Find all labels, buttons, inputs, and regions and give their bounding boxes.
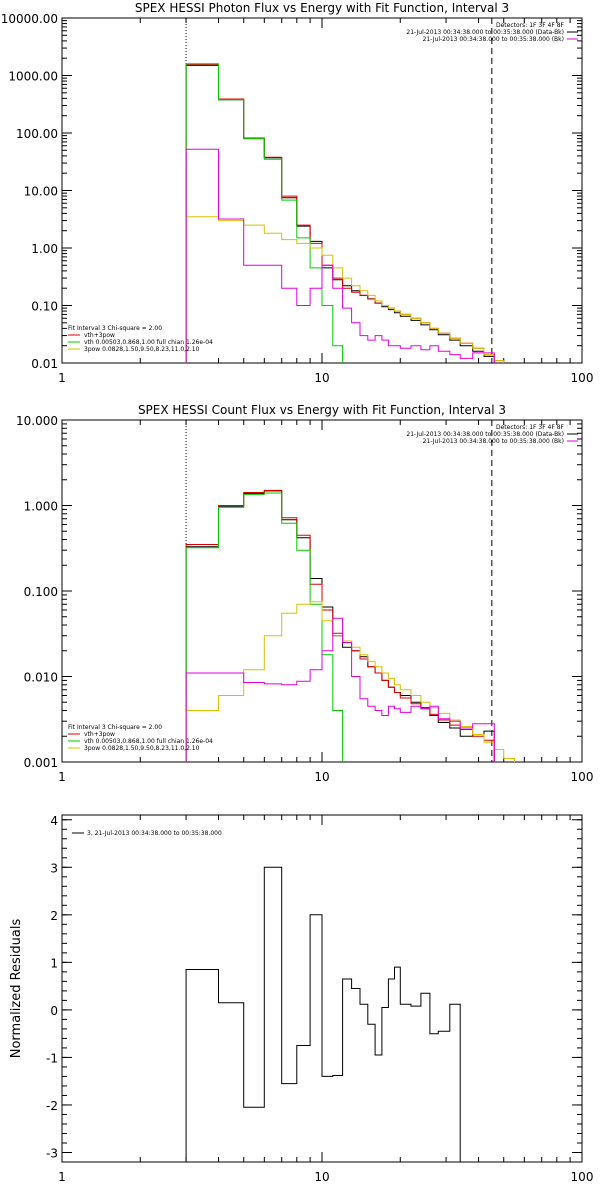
x-tick-label: 100: [571, 371, 594, 385]
series-line-bk: [185, 617, 495, 762]
legend-top-entry: 21-Jul-2013 00:34:38.000 to 00:35:38.000…: [406, 29, 564, 36]
legend-bottom-entry: vth 0.00503,0.868,1.00 full chian 1.26e-…: [84, 738, 213, 745]
series-group: [185, 866, 461, 1162]
legend-bottom-entry: vth+3pow: [84, 731, 115, 738]
legend-top-entry: 21-Jul-2013 00:34:38.000 to 00:35:38.000…: [423, 438, 564, 445]
x-tick-label: 1: [58, 770, 66, 784]
legend-top-entry: 21-Jul-2013 00:34:38.000 to 00:35:38.000…: [406, 431, 564, 438]
y-tick-label: 1000.00: [8, 70, 58, 84]
y-tick-label: 3: [50, 861, 58, 875]
legend-top-entry: Detectors: 1F 3F 4F 8F: [496, 424, 565, 431]
y-tick-label: 0.10: [31, 300, 58, 314]
series-line-vth: [185, 63, 344, 363]
chart-title: SPEX HESSI Photon Flux vs Energy with Fi…: [135, 1, 509, 15]
series-line-3-21-jul-2013-00-34-38-000-to-00-35-38-000: [185, 866, 461, 1162]
chart-title: SPEX HESSI Count Flux vs Energy with Fit…: [138, 403, 506, 417]
legend-top-entry: 21-Jul-2013 00:34:38.000 to 00:35:38.000…: [423, 36, 564, 43]
series-group: [185, 489, 515, 762]
legend-fit-info: Fit Interval 3 Chi-square = 2.00: [68, 325, 162, 332]
x-tick-label: 10: [314, 371, 329, 385]
y-tick-label: 1.000: [24, 500, 58, 514]
plot-frame: [61, 17, 583, 364]
legend-bottom-entry: vth 0.00503,0.868,1.00 full chian 1.26e-…: [84, 339, 213, 346]
y-tick-label: -3: [46, 1146, 58, 1160]
y-tick-label: 4: [50, 814, 58, 828]
y-tick-label: 0.001: [24, 756, 58, 770]
photon-flux-chart: SPEX HESSI Photon Flux vs Energy with Fi…: [1, 1, 594, 385]
x-tick-label: 1: [58, 371, 66, 385]
y-tick-label: 0.01: [31, 357, 58, 371]
x-tick-label: 10: [314, 1170, 329, 1184]
series-line-3pow: [185, 216, 505, 363]
legend-entry: 3, 21-Jul-2013 00:34:38.000 to 00:35:38.…: [87, 830, 222, 837]
y-tick-label: 0.010: [24, 671, 58, 685]
y-tick-label: 10.00: [24, 185, 58, 199]
count-flux-chart: SPEX HESSI Count Flux vs Energy with Fit…: [16, 403, 593, 784]
x-tick-label: 1: [58, 1170, 66, 1184]
y-tick-label: 100.00: [16, 127, 58, 141]
y-tick-label: 1: [50, 956, 58, 970]
series-line-3pow: [185, 601, 515, 762]
y-tick-label: 0: [50, 1004, 58, 1018]
x-tick-label: 10: [314, 770, 329, 784]
x-tick-label: 100: [571, 1170, 594, 1184]
legend-fit-info: Fit Interval 3 Chi-square = 2.00: [68, 724, 162, 731]
y-tick-label: 10000.00: [1, 12, 58, 26]
legend-bottom-entry: 3pow 0.0828,1.50,9.50,8.23,11.0,2.10: [84, 346, 200, 353]
y-tick-label: 10.000: [16, 414, 58, 428]
series-group: [185, 63, 505, 363]
series-line-data-bk: [185, 64, 505, 363]
y-axis-label: Normalized Residuals: [9, 919, 24, 1059]
series-line-vth: [185, 492, 344, 762]
residuals-chart: 1 10 100 -3 -2 -1 0 1 2 3 4 Normalized Residuals 3, …: [9, 814, 593, 1184]
x-tick-label: 100: [571, 770, 594, 784]
y-tick-label: -1: [46, 1051, 58, 1065]
y-tick-label: 1.00: [31, 242, 58, 256]
series-line-data-bk: [185, 490, 495, 762]
legend-top-entry: Detectors: 1F 3F 4F 8F: [496, 22, 565, 29]
legend-bottom-entry: 3pow 0.0828,1.50,9.50,8.23,11.0,2.10: [84, 745, 200, 752]
y-tick-label: -2: [46, 1099, 58, 1113]
y-tick-label: 2: [50, 909, 58, 923]
series-line-vth-3pow: [185, 64, 505, 363]
legend-bottom-entry: vth+3pow: [84, 332, 115, 339]
series-line-bk: [185, 148, 495, 363]
y-tick-label: 0.100: [24, 585, 58, 599]
